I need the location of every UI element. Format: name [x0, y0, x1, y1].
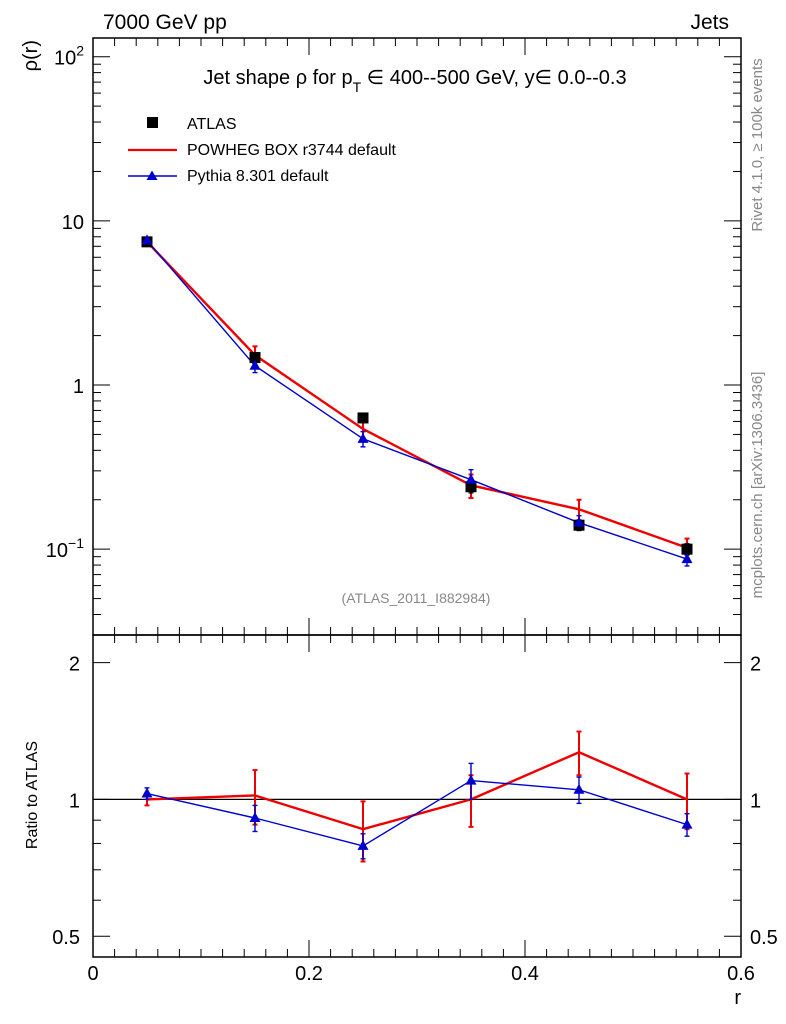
atlas-data-point	[681, 543, 693, 555]
main-y-tick-label: 1	[73, 376, 84, 398]
main-y-tick-label: 10	[62, 212, 84, 234]
pythia-marker	[357, 432, 369, 443]
ratio-pythia-line	[146, 779, 688, 847]
x-tick-label: 0.6	[727, 963, 755, 985]
source-label: mcplots.cern.ch [arXiv:1306.3436]	[749, 372, 766, 599]
ratio-y-tick-label-right: 0.5	[750, 927, 778, 949]
main-axis-ticks	[92, 38, 742, 636]
ratio-y-tick-label: 1	[69, 790, 80, 812]
ratio-pythia-marker	[141, 787, 153, 798]
tick-label-base: 10	[54, 48, 76, 70]
ratio-pythia-marker	[681, 818, 693, 829]
ratio-y-tick-label-right: 1	[750, 790, 761, 812]
main-y-tick-label: 10−1	[46, 535, 84, 562]
ratio-plot-frame	[92, 634, 742, 958]
legend-atlas-marker	[147, 117, 158, 128]
ratio-pythia-marker	[573, 783, 585, 794]
tick-label-exponent: −1	[68, 535, 84, 551]
legend-atlas-label: ATLAS	[187, 116, 237, 133]
main-y-axis-label: ρ(r)	[20, 40, 42, 71]
pythia-marker	[249, 359, 261, 370]
powheg-line	[146, 241, 688, 549]
ratio-pythia-marker	[357, 839, 369, 850]
ratio-y-tick-labels: 0.5 0.5 1 1 2 2	[52, 654, 778, 950]
legend-pythia-marker	[146, 170, 158, 180]
x-tick-label: 0.4	[511, 963, 539, 985]
pythia-marker	[681, 553, 693, 564]
pythia-marker	[573, 516, 585, 527]
atlas-data-point	[357, 412, 369, 424]
x-axis-label: r	[734, 987, 741, 1009]
rivet-version-label: Rivet 4.1.0, ≥ 100k events	[749, 58, 766, 231]
tick-label-exponent: 2	[76, 43, 84, 59]
ratio-y-tick-label: 0.5	[52, 927, 80, 949]
ratio-data-layer	[93, 730, 741, 863]
atlas-data-point	[465, 481, 477, 493]
main-data-layer	[141, 234, 693, 567]
main-chart-title: Jet shape ρ for pT ∈ 400--500 GeV, y∈ 0.…	[203, 67, 626, 95]
x-tick-label: 0	[87, 963, 98, 985]
ratio-pythia-marker	[465, 774, 477, 785]
ratio-panel: 0.5 0.5 1 1 2 2 0 0.2 0.4 0.6 Ratio to ATLAS r	[24, 634, 778, 1009]
ratio-powheg-line	[146, 751, 688, 831]
legend-pythia-label: Pythia 8.301 default	[187, 168, 329, 185]
pythia-marker	[465, 473, 477, 484]
x-tick-label: 0.2	[295, 963, 323, 985]
pythia-marker	[141, 234, 153, 245]
pythia-line	[146, 239, 688, 560]
legend: ATLAS POWHEG BOX r3744 default Pythia 8.…	[128, 116, 397, 185]
ratio-axis-ticks	[92, 635, 742, 957]
header-left-label: 7000 GeV pp	[103, 11, 227, 34]
x-tick-labels: 0 0.2 0.4 0.6	[87, 963, 754, 985]
legend-powheg-label: POWHEG BOX r3744 default	[187, 142, 397, 159]
atlas-data-point	[249, 352, 261, 364]
ratio-pythia-marker	[249, 812, 261, 823]
ratio-y-tick-label: 2	[69, 654, 80, 676]
tick-label-base: 10	[46, 540, 68, 562]
title-subscript: T	[353, 79, 362, 95]
ratio-y-axis-label: Ratio to ATLAS	[24, 741, 41, 849]
ratio-y-tick-label-right: 2	[750, 654, 761, 676]
main-y-tick-label: 102	[54, 43, 84, 70]
title-prefix: Jet shape ρ for p	[203, 67, 352, 89]
analysis-watermark: (ATLAS_2011_I882984)	[342, 590, 491, 606]
title-suffix: ∈ 400--500 GeV, y∈ 0.0--0.3	[361, 67, 626, 89]
header-right-label: Jets	[690, 11, 729, 34]
